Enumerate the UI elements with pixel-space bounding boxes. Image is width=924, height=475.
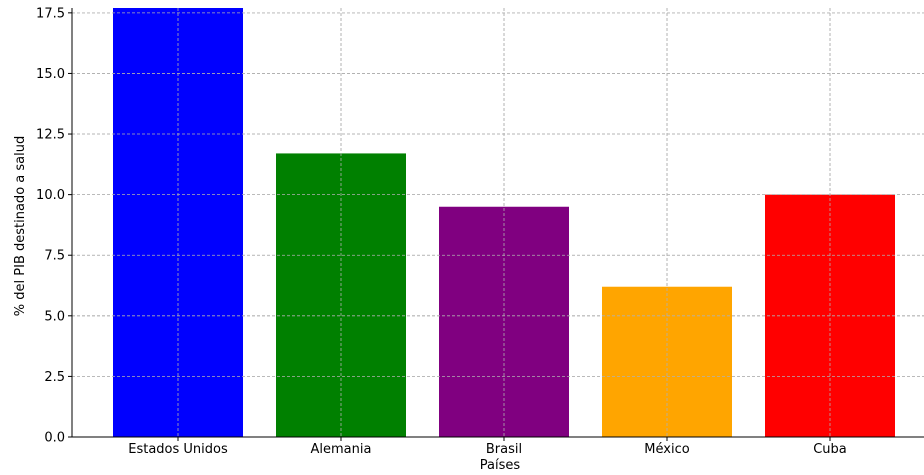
axes bbox=[71, 8, 924, 438]
x-tick-label: Estados Unidos bbox=[128, 442, 228, 457]
x-ticks: Estados Unidos Alemania Brasil México Cuba bbox=[128, 437, 847, 457]
x-tick-label: México bbox=[644, 442, 689, 457]
x-tick-label: Cuba bbox=[813, 442, 847, 457]
x-tick-label: Brasil bbox=[486, 442, 522, 457]
grid-overlay bbox=[72, 8, 924, 438]
bar bbox=[439, 206, 569, 437]
x-axis-title: Países bbox=[480, 458, 521, 473]
y-ticks: 0.0 2.5 5.0 7.5 10.0 12.5 15.0 17.5 bbox=[36, 6, 72, 446]
y-tick-label: 17.5 bbox=[36, 6, 65, 21]
x-tick-label: Alemania bbox=[311, 442, 372, 457]
y-tick-label: 0.0 bbox=[44, 431, 65, 446]
y-tick-label: 10.0 bbox=[36, 188, 65, 203]
y-tick-label: 5.0 bbox=[44, 309, 65, 324]
bar bbox=[113, 8, 243, 437]
y-tick-label: 7.5 bbox=[44, 249, 65, 264]
y-axis-title: % del PIB destinado a salud bbox=[13, 136, 28, 316]
y-tick-label: 2.5 bbox=[44, 370, 65, 385]
bars bbox=[113, 8, 895, 438]
y-tick-label: 15.0 bbox=[36, 67, 65, 82]
bar bbox=[602, 286, 732, 437]
y-tick-label: 12.5 bbox=[36, 128, 65, 143]
